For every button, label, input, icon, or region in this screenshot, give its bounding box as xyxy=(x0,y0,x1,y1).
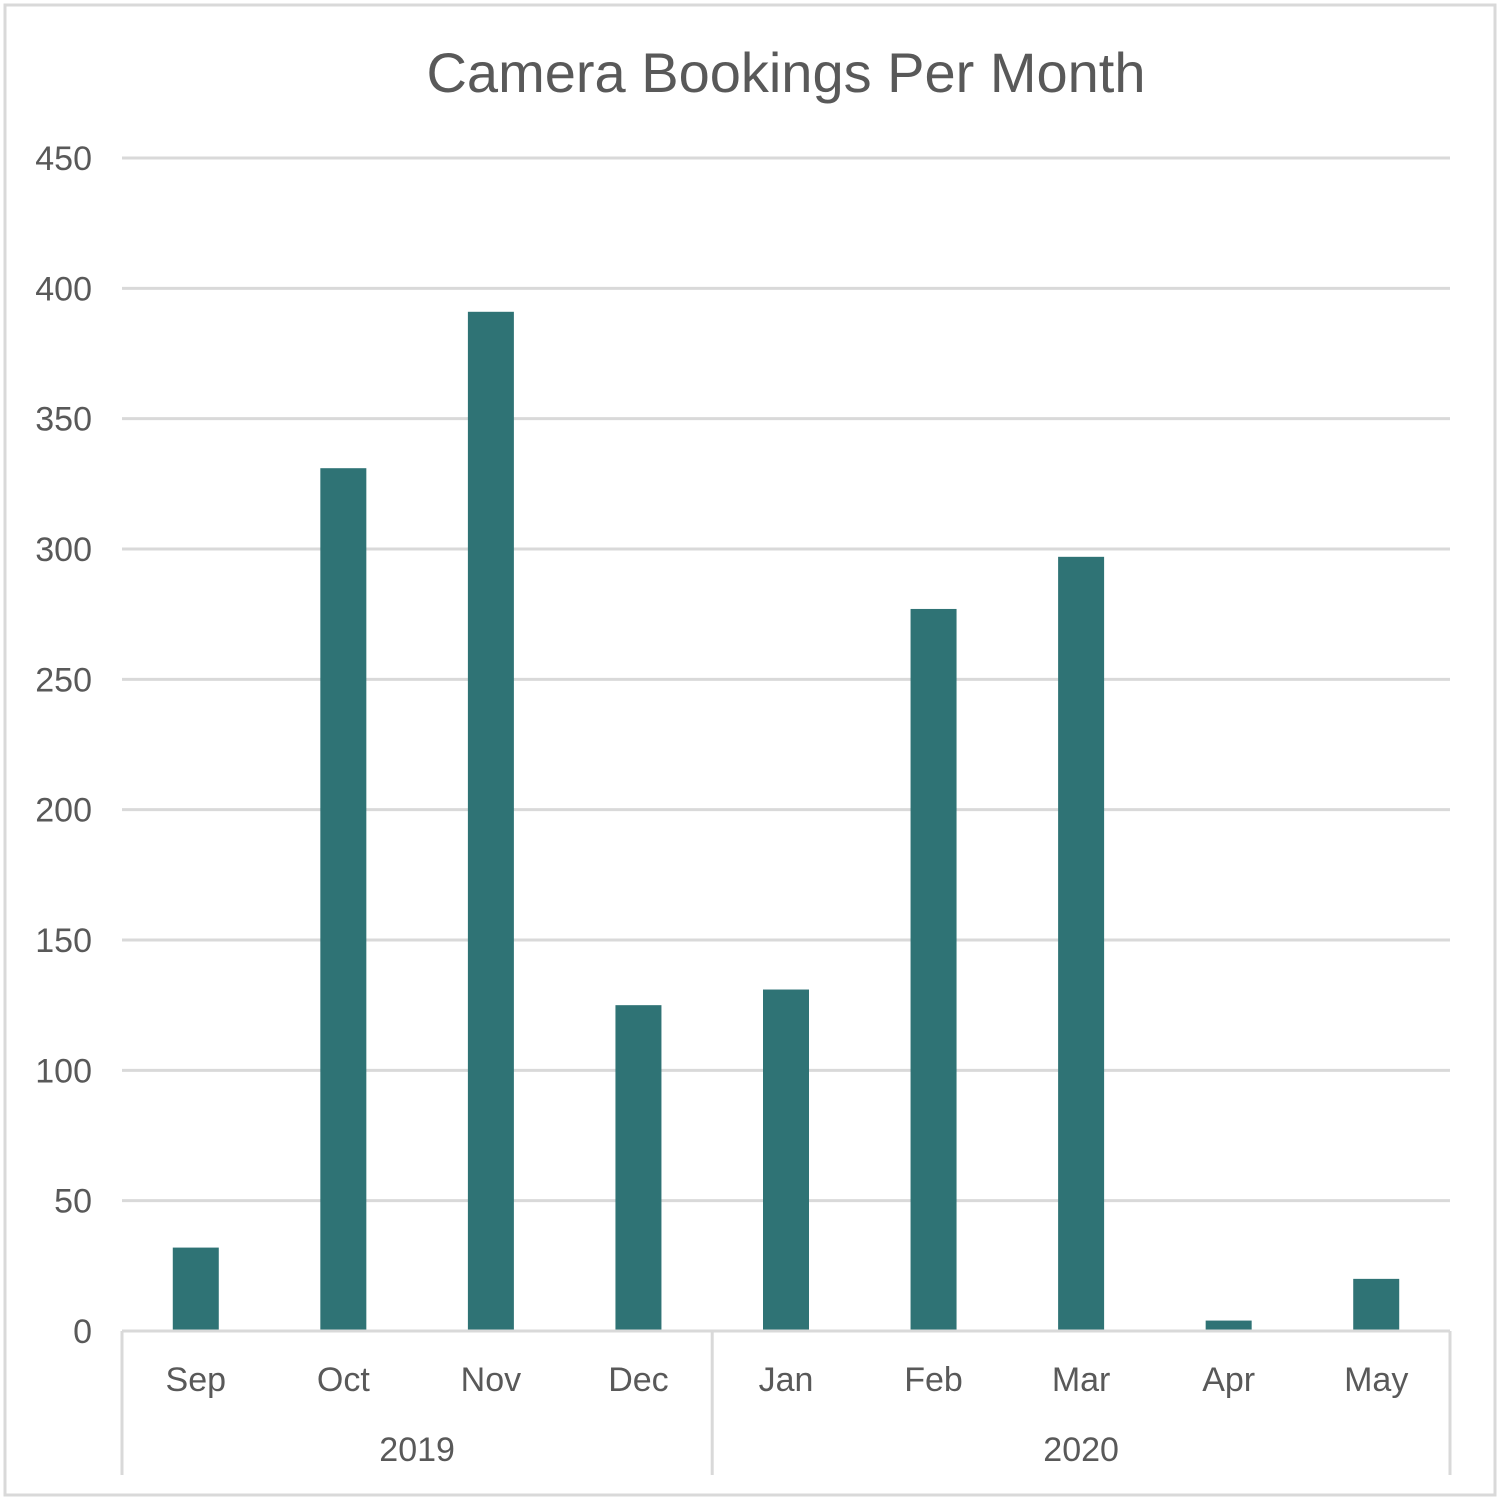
x-category-label: Nov xyxy=(461,1361,521,1399)
y-tick-label: 350 xyxy=(35,401,92,439)
bars xyxy=(172,311,1400,1331)
chart-title: Camera Bookings Per Month xyxy=(426,41,1145,104)
x-axis-category-labels: Sep Oct Nov Dec Jan Feb Mar Apr May xyxy=(166,1361,1409,1399)
y-axis-tick-labels: 0 50 100 150 200 250 300 350 400 450 xyxy=(35,140,92,1351)
y-tick-label: 50 xyxy=(54,1183,92,1221)
bar-sep xyxy=(172,1247,219,1331)
y-tick-label: 300 xyxy=(35,531,92,569)
x-category-label: Jan xyxy=(759,1361,814,1399)
bar-dec xyxy=(615,1005,662,1331)
y-tick-label: 200 xyxy=(35,792,92,830)
bar-jan xyxy=(763,989,809,1331)
x-category-label: Mar xyxy=(1052,1361,1111,1399)
bar-nov xyxy=(467,311,514,1331)
y-tick-label: 0 xyxy=(73,1313,92,1351)
y-tick-label: 250 xyxy=(35,661,92,699)
bar-apr xyxy=(1205,1320,1252,1331)
x-category-label: Sep xyxy=(166,1361,227,1399)
x-category-label: Feb xyxy=(904,1361,963,1399)
y-tick-label: 150 xyxy=(35,922,92,960)
x-axis xyxy=(120,1329,1452,1475)
bar-oct xyxy=(320,468,367,1331)
x-category-label: Oct xyxy=(317,1361,370,1399)
bar-mar xyxy=(1058,556,1105,1331)
x-group-label: 2019 xyxy=(379,1431,455,1469)
y-tick-label: 400 xyxy=(35,270,92,308)
x-category-label: Dec xyxy=(608,1361,668,1399)
x-group-label: 2020 xyxy=(1043,1431,1119,1469)
x-category-label: Apr xyxy=(1202,1361,1255,1399)
bar-feb xyxy=(910,608,957,1331)
chart-frame xyxy=(3,3,1497,1497)
x-axis-group-labels: 2019 2020 xyxy=(379,1431,1119,1469)
x-category-label: May xyxy=(1344,1361,1408,1399)
y-tick-label: 100 xyxy=(35,1052,92,1090)
y-tick-label: 450 xyxy=(35,140,92,178)
bar-may xyxy=(1353,1278,1400,1331)
